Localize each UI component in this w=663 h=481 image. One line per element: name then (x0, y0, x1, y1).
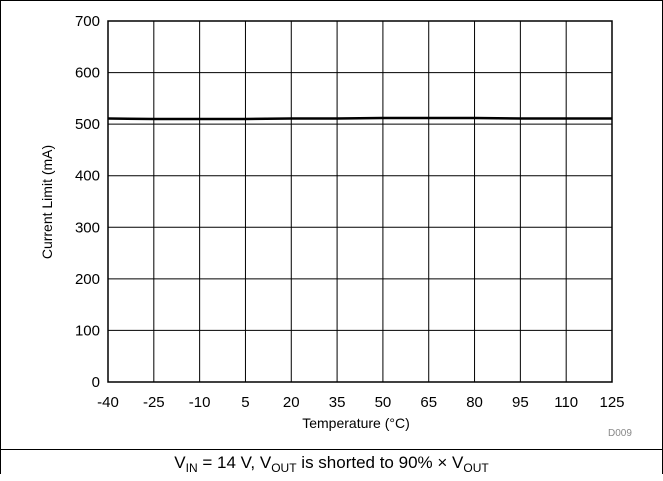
x-tick-label: 80 (466, 394, 483, 411)
y-tick-label: 400 (75, 168, 100, 185)
x-tick-label: 50 (375, 394, 392, 411)
x-tick-label: 20 (283, 394, 300, 411)
y-tick-label: 500 (75, 116, 100, 133)
x-tick-label: 125 (599, 394, 624, 411)
x-tick-labels: -40 -25 -10 5 20 35 50 65 80 95 110 125 (97, 394, 624, 411)
document-id: D009 (608, 428, 632, 439)
caption-in-sub: IN (185, 461, 198, 475)
caption-out-sub-2: OUT (463, 461, 489, 475)
grid-layer (107, 20, 613, 383)
y-tick-label: 0 (92, 374, 100, 391)
caption-mid: = 14 V, V (197, 453, 272, 472)
series-layer (107, 116, 612, 121)
x-tick-label: -40 (97, 394, 119, 411)
y-tick-label: 600 (75, 65, 100, 82)
y-tick-label: 100 (75, 322, 100, 339)
x-tick-label: -25 (143, 394, 165, 411)
x-tick-label: 35 (329, 394, 346, 411)
plot-area-border (107, 20, 613, 383)
figure-caption: VIN = 14 V, VOUT is shorted to 90% × VOU… (0, 450, 663, 475)
series-line-current-limit (107, 116, 612, 121)
y-axis-label: Current Limit (mA) (39, 145, 55, 259)
caption-separator (0, 449, 663, 450)
caption-tail: is shorted to 90% × V (296, 453, 464, 472)
y-tick-label: 300 (75, 219, 100, 236)
x-axis-label: Temperature (°C) (302, 415, 410, 431)
caption-out-sub: OUT (271, 461, 297, 475)
current-limit-chart: -40 -25 -10 5 20 35 50 65 80 95 110 125 0 100 200 300 4… (39, 13, 625, 431)
x-tick-label: -10 (189, 394, 211, 411)
x-tick-label: 95 (512, 394, 529, 411)
y-tick-labels: 0 100 200 300 400 500 600 700 (75, 13, 100, 391)
caption-v: V (174, 453, 186, 472)
y-tick-label: 700 (75, 13, 100, 30)
x-tick-label: 65 (420, 394, 437, 411)
y-tick-label: 200 (75, 271, 100, 288)
x-tick-label: 5 (241, 394, 249, 411)
x-tick-label: 110 (554, 394, 578, 411)
